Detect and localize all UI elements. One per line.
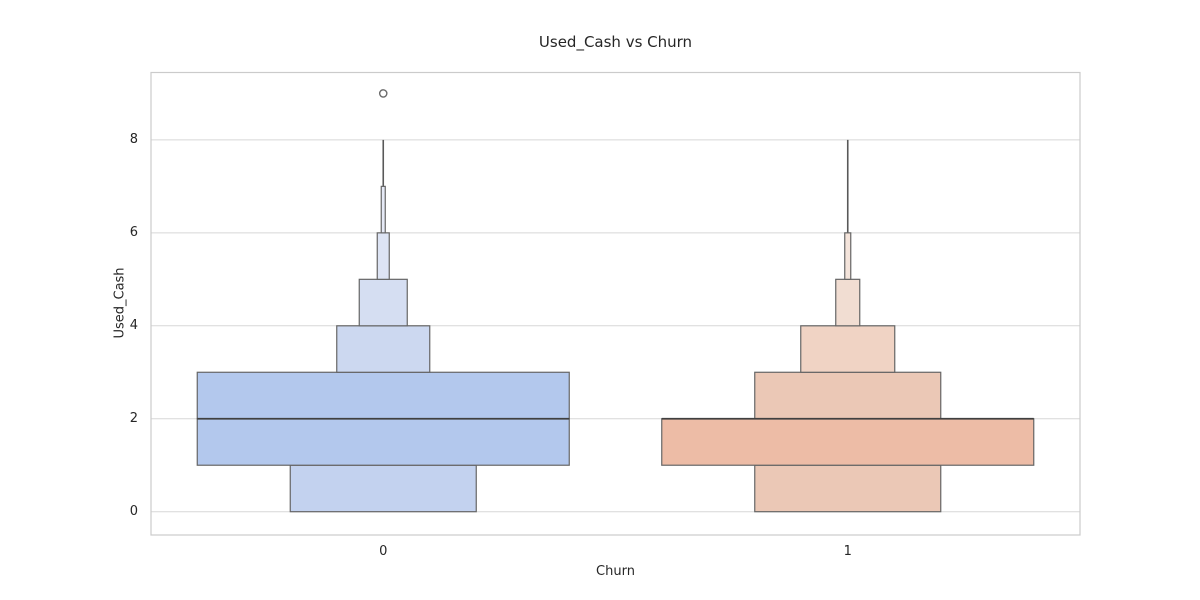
- boxen-box: [800, 325, 896, 373]
- boxen-box: [196, 371, 570, 420]
- boxen-box: [289, 464, 477, 513]
- outlier-point: [378, 89, 388, 98]
- x-tick-label: 0: [379, 544, 388, 559]
- boxen-box: [380, 185, 386, 234]
- boxen-box: [754, 464, 942, 513]
- chart-title: Used_Cash vs Churn: [538, 33, 693, 51]
- boxen-box: [844, 232, 852, 280]
- axes-frame: [150, 71, 1081, 536]
- y-tick-label: 6: [129, 224, 138, 240]
- boxen-box: [835, 278, 861, 327]
- boxen-box: [358, 278, 408, 327]
- boxen-box: [196, 418, 570, 466]
- y-tick-label: 8: [129, 131, 138, 147]
- x-tick-label: 1: [843, 544, 852, 559]
- y-tick-label: 0: [129, 503, 138, 519]
- x-axis-label: Churn: [596, 564, 635, 579]
- boxen-box: [754, 371, 942, 420]
- y-tick-label: 4: [129, 317, 138, 333]
- boxen-box: [336, 325, 431, 373]
- y-tick-label: 2: [129, 410, 138, 426]
- boxen-box: [661, 418, 1035, 466]
- boxen-box: [376, 232, 390, 280]
